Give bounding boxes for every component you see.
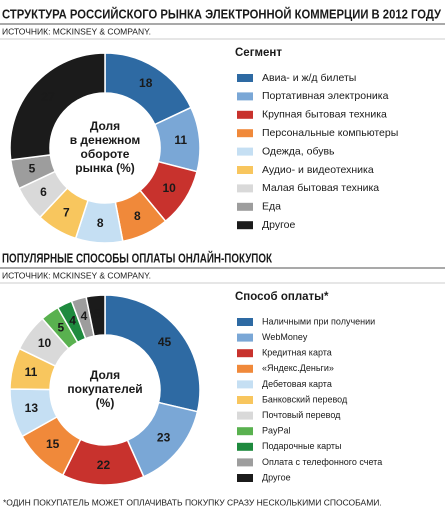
legend-title: Способ оплаты*	[235, 291, 329, 303]
legend-title: Сегмент	[235, 47, 282, 59]
data-label: 11	[174, 133, 187, 147]
legend-label: Еда	[262, 201, 281, 213]
legend-label: Одежда, обувь	[262, 145, 335, 157]
legend-label: Аудио- и видеотехника	[262, 164, 374, 176]
legend-swatch	[237, 129, 253, 138]
legend-swatch	[237, 458, 253, 467]
legend-swatch	[237, 396, 253, 404]
data-label: 15	[46, 437, 60, 451]
legend-swatch	[237, 92, 253, 101]
data-label: 8	[97, 216, 104, 230]
legend-label: Портативная электроника	[262, 90, 389, 102]
center-label: обороте	[81, 147, 130, 161]
donut-segment	[9, 52, 106, 161]
center-label: Доля	[90, 119, 120, 133]
legend-label: Оплата с телефонного счета	[262, 457, 382, 467]
legend-label: Авиа- и ж/д билеты	[262, 72, 356, 84]
chart-title: ПОПУЛЯРНЫЕ СПОСОБЫ ОПЛАТЫ ОНЛАЙН-ПОКУПОК	[2, 250, 272, 265]
data-label: 7	[63, 206, 70, 220]
legend-label: Другое	[262, 219, 296, 231]
data-label: 10	[162, 181, 176, 195]
legend-label: Банковский перевод	[262, 394, 348, 404]
donut-segment	[104, 294, 201, 413]
data-label: 5	[57, 320, 64, 334]
legend-label: Персональные компьютеры	[262, 127, 398, 139]
legend-swatch	[237, 166, 253, 174]
legend-swatch	[237, 318, 253, 326]
source: ИСТОЧНИК: MCKINSEY & COMPANY.	[2, 26, 151, 36]
donut-segment	[85, 294, 106, 337]
data-label: 5	[94, 307, 101, 321]
center-label: рынка (%)	[75, 161, 135, 175]
data-label: 11	[25, 365, 38, 379]
legend-label: WebMoney	[262, 332, 308, 342]
legend-swatch	[237, 74, 253, 82]
legend-label: Крупная бытовая техника	[262, 109, 387, 121]
data-label: 6	[40, 185, 47, 199]
data-label: 18	[139, 76, 153, 90]
chart-title: СТРУКТУРА РОССИЙСКОГО РЫНКА ЭЛЕКТРОННОЙ …	[2, 6, 442, 21]
data-label: 22	[97, 458, 111, 472]
legend-swatch	[237, 442, 253, 451]
legend-swatch	[237, 364, 253, 373]
data-label: 13	[25, 401, 39, 415]
legend-label: Почтовый перевод	[262, 410, 341, 420]
data-label: 5	[29, 161, 36, 175]
legend-label: Подарочные карты	[262, 441, 342, 451]
data-label: 27	[41, 90, 55, 104]
center-label: Доля	[90, 368, 120, 382]
legend-swatch	[237, 147, 253, 156]
legend-swatch	[237, 349, 253, 358]
legend-label: «Яндекс.Деньги»	[262, 363, 334, 373]
legend-swatch	[237, 202, 253, 211]
legend-swatch	[237, 427, 253, 436]
legend-label: Другое	[262, 472, 291, 482]
data-label: 45	[158, 335, 172, 349]
legend-swatch	[237, 110, 253, 119]
legend-label: Дебетовая карта	[262, 379, 332, 389]
legend-label: Кредитная карта	[262, 348, 332, 358]
data-label: 10	[38, 336, 52, 350]
legend-swatch	[237, 411, 253, 420]
legend-swatch	[237, 333, 253, 342]
legend-swatch	[237, 184, 253, 193]
data-label: 4	[69, 313, 76, 327]
center-label: в денежном	[70, 133, 141, 147]
footnote: *ОДИН ПОКУПАТЕЛЬ МОЖЕТ ОПЛАЧИВАТЬ ПОКУПК…	[3, 497, 382, 507]
legend-swatch	[237, 474, 253, 482]
legend-label: PayPal	[262, 426, 291, 436]
legend-swatch	[237, 380, 253, 389]
source: ИСТОЧНИК: MCKINSEY & COMPANY.	[2, 270, 151, 280]
data-label: 23	[157, 431, 171, 445]
legend-label: Наличными при получении	[262, 316, 375, 326]
center-label: покупателей	[67, 382, 142, 396]
data-label: 4	[81, 309, 88, 323]
data-label: 8	[134, 209, 141, 223]
legend-swatch	[237, 221, 253, 230]
legend-label: Малая бытовая техника	[262, 182, 379, 194]
center-label: (%)	[96, 396, 115, 410]
